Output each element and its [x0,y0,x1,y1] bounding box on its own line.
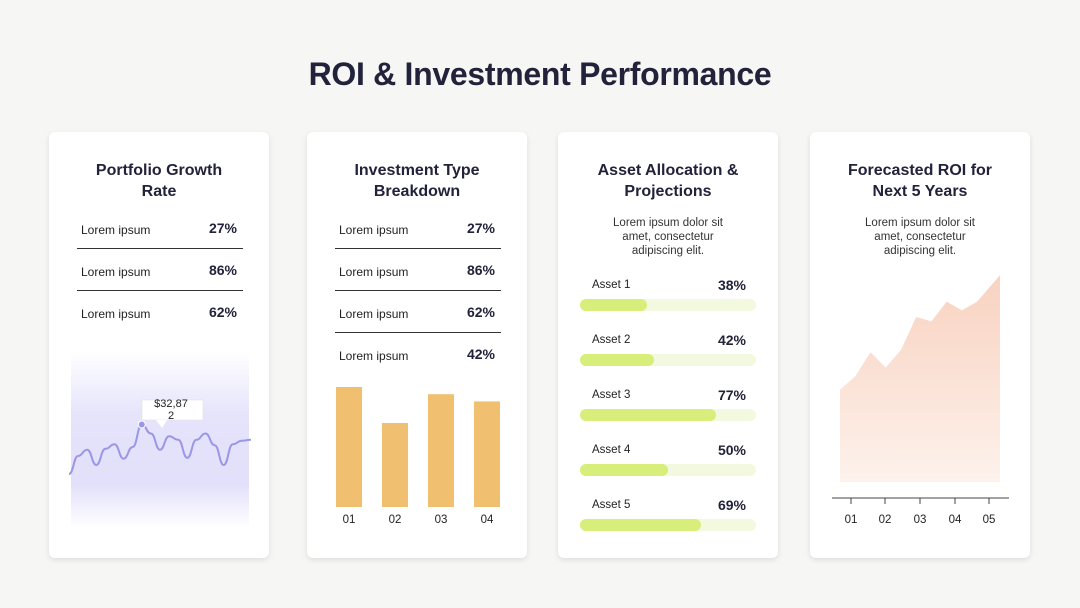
progress-track [580,299,756,311]
progress-fill [580,409,716,421]
x-tick-label: 03 [435,514,448,526]
stat-label: Lorem ipsum [81,307,151,321]
x-tick-label: 04 [481,514,494,526]
stat-row: Lorem ipsum 27% [335,206,501,249]
stat-value: 62% [208,304,237,320]
asset-label: Asset 2 [592,334,631,346]
progress-fill [580,519,702,531]
stat-label: Lorem ipsum [81,223,151,237]
card-title: Investment Type Breakdown [307,160,527,202]
progress-track [580,519,756,531]
description-line: Lorem ipsum dolor sit [613,217,723,229]
stat-value: 86% [208,262,237,278]
stat-value: 62% [466,304,495,320]
stat-row: Lorem ipsum 86% [335,248,501,291]
card-forecasted-roi: Forecasted ROI for Next 5 Years Lorem ip… [810,132,1030,558]
stat-row: Lorem ipsum 86% [77,248,243,291]
x-tick-label: 01 [343,514,356,526]
area-series [840,275,1000,482]
tooltip-text-line2: 2 [168,410,174,422]
progress-track [580,409,756,421]
progress-track [580,464,756,476]
bar-chart: 01 02 03 04 [336,387,500,526]
asset-row: Asset 3 77% [580,382,756,421]
card-title-line1: Forecasted ROI for [847,162,993,179]
card-title: Forecasted ROI for Next 5 Years [810,160,1030,202]
progress-fill [580,299,647,311]
stat-value: 86% [466,262,495,278]
progress-fill [580,354,654,366]
bar [474,401,500,507]
card-title-line2: Rate [141,183,177,200]
asset-row: Asset 4 50% [580,437,756,476]
card-title-line1: Investment Type [354,162,480,179]
stat-label: Lorem ipsum [81,265,151,279]
x-tick-label: 03 [914,514,927,526]
stat-label: Lorem ipsum [339,223,409,237]
page-title: ROI & Investment Performance [308,56,772,92]
description-line: adipiscing elit. [883,245,957,257]
line-chart: $32,87 2 [68,352,252,528]
card-title-line1: Portfolio Growth [95,162,223,179]
asset-value: 38% [717,277,746,293]
card-description: Lorem ipsum dolor sit amet, consectetur … [578,216,758,258]
card-title-line2: Breakdown [373,183,461,200]
asset-value: 42% [717,332,746,348]
description-line: Lorem ipsum dolor sit [865,217,975,229]
stat-value: 27% [466,220,495,236]
bar [336,387,362,507]
stat-row: Lorem ipsum 62% [77,290,243,332]
description-line: amet, consectetur [874,231,966,243]
stat-label: Lorem ipsum [339,265,409,279]
asset-label: Asset 3 [592,389,631,401]
description-line: amet, consectetur [622,231,714,243]
x-tick-label: 05 [983,514,996,526]
x-tick-label: 02 [389,514,402,526]
progress-fill [580,464,668,476]
asset-label: Asset 1 [592,279,631,291]
bar [382,423,408,507]
stat-value: 42% [466,346,495,362]
asset-row: Asset 5 69% [580,492,756,531]
card-asset-allocation: Asset Allocation & Projections Lorem ips… [558,132,778,558]
description-line: adipiscing elit. [631,245,705,257]
tooltip-pointer [156,420,167,428]
tooltip-text-line1: $32,87 [154,398,188,410]
tooltip-point [137,420,146,429]
card-title: Portfolio Growth Rate [49,160,269,202]
stat-row: Lorem ipsum 62% [335,290,501,333]
stat-label: Lorem ipsum [339,349,409,363]
card-title: Asset Allocation & Projections [558,160,778,202]
asset-value: 77% [717,387,746,403]
asset-value: 69% [717,497,746,513]
x-tick-label: 02 [879,514,892,526]
progress-track [580,354,756,366]
stat-row: Lorem ipsum 27% [77,206,243,249]
asset-label: Asset 5 [592,499,631,511]
card-title-line2: Next 5 Years [872,183,968,200]
card-title-line1: Asset Allocation & [597,162,739,179]
stat-label: Lorem ipsum [339,307,409,321]
x-tick-label: 01 [845,514,858,526]
tooltip-box [141,399,204,421]
line-tooltip: $32,87 2 [137,398,204,429]
line-series [68,423,252,475]
card-portfolio-growth: Portfolio Growth Rate Lorem ipsum 27% Lo… [49,132,269,558]
bar [428,394,454,507]
line-chart-background [71,352,249,528]
area-chart: 01 02 03 04 05 [832,275,1009,526]
x-tick-label: 04 [949,514,962,526]
stat-row: Lorem ipsum 42% [335,332,501,374]
asset-row: Asset 2 42% [580,327,756,366]
card-title-line2: Projections [624,183,712,200]
asset-label: Asset 4 [592,444,631,456]
card-description: Lorem ipsum dolor sit amet, consectetur … [830,216,1010,258]
asset-value: 50% [717,442,746,458]
asset-row: Asset 1 38% [580,272,756,311]
card-investment-type: Investment Type Breakdown Lorem ipsum 27… [307,132,527,558]
stat-value: 27% [208,220,237,236]
